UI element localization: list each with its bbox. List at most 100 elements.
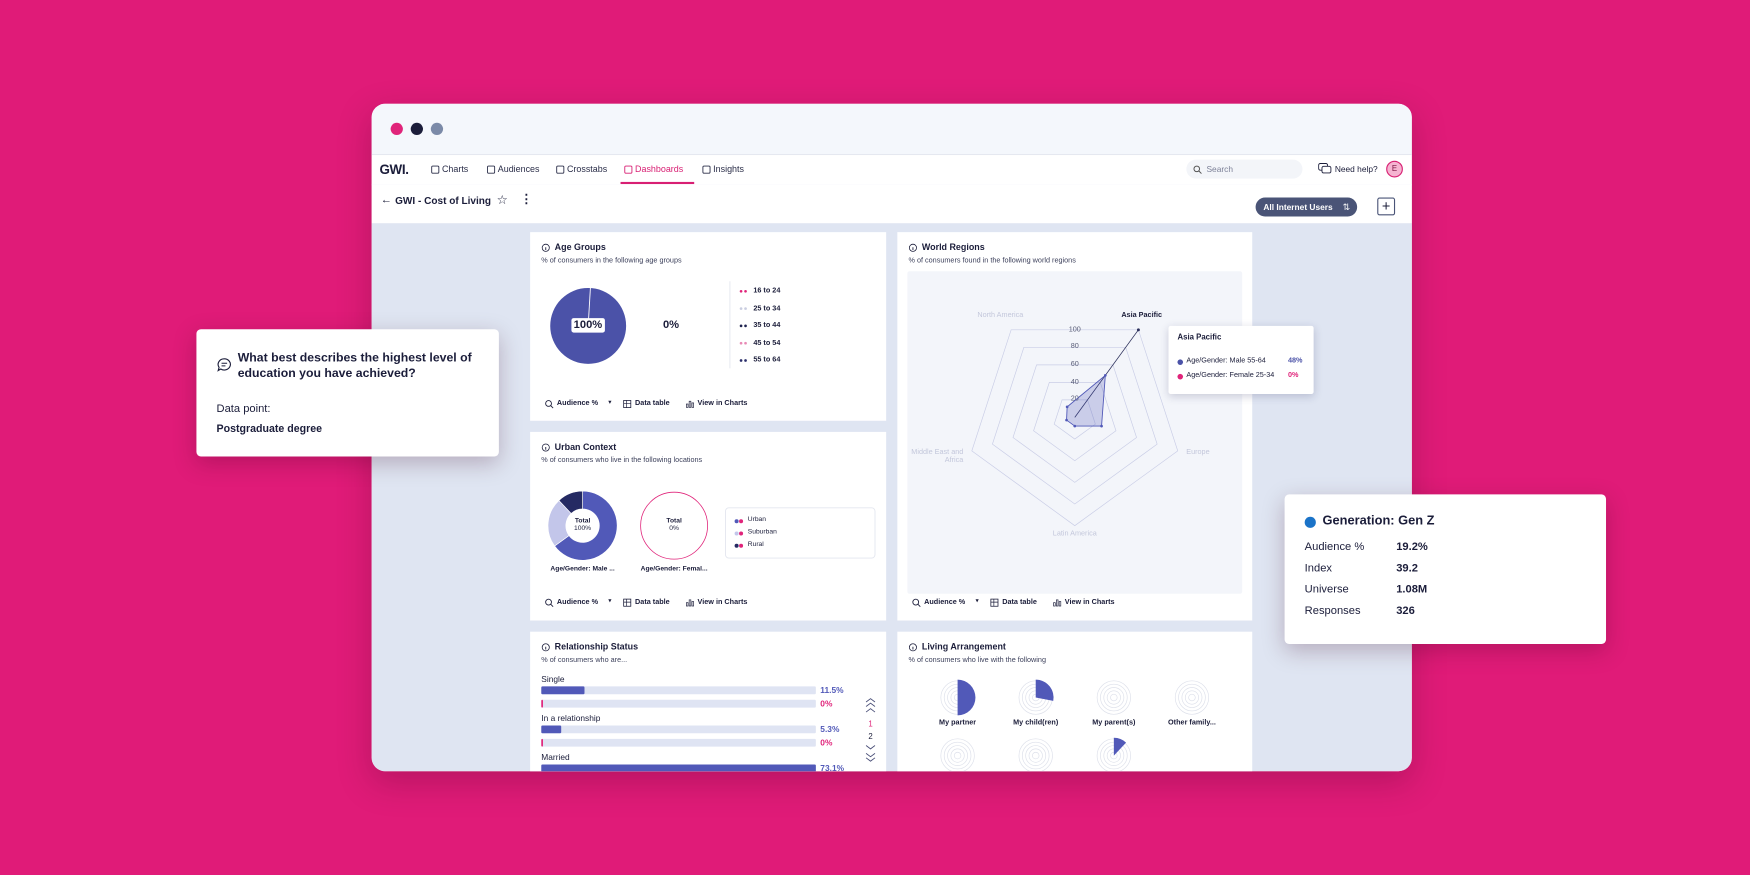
- pie-ring: [947, 745, 968, 766]
- back-arrow[interactable]: ←: [380, 194, 392, 207]
- icon-shape: [541, 443, 550, 452]
- metric-label: Universe: [1304, 583, 1349, 596]
- page-number[interactable]: 2: [868, 733, 873, 742]
- legend-dot: [739, 341, 743, 345]
- radar-point: [1100, 424, 1103, 428]
- page-number[interactable]: 1: [868, 720, 873, 729]
- help-link[interactable]: Need help?: [1334, 164, 1378, 175]
- nav-item[interactable]: Dashboards: [635, 164, 684, 175]
- card-subtitle: % of consumers who live in the following…: [541, 456, 703, 465]
- card-action[interactable]: View in Charts: [1064, 597, 1115, 606]
- metric-label: Audience %: [1304, 541, 1365, 554]
- grid-ring: [1053, 399, 1096, 440]
- card-action[interactable]: View in Charts: [697, 398, 748, 407]
- radar-point: [1073, 424, 1077, 428]
- pie-ring: [1106, 690, 1121, 705]
- legend-label: 25 to 34: [753, 304, 781, 312]
- action-icon: [912, 598, 921, 608]
- search-icon: [1193, 165, 1202, 174]
- pie-ring: [1028, 748, 1043, 763]
- card-title: World Regions: [921, 242, 985, 253]
- action-icon: [990, 598, 999, 607]
- card-action[interactable]: Audience %: [556, 398, 599, 407]
- legend-dot: [734, 531, 739, 536]
- tooltip-title: Asia Pacific: [1177, 333, 1222, 342]
- legend-label: 55 to 64: [753, 356, 781, 364]
- nav-icon-shape: [431, 165, 440, 174]
- card-subtitle: % of consumers in the following age grou…: [541, 256, 682, 265]
- card-title: Age Groups: [554, 242, 606, 253]
- pie-ring: [1188, 693, 1196, 702]
- tooltip-value: 48%: [1287, 357, 1303, 365]
- donut-outline: [640, 491, 708, 560]
- icon-shape: [545, 400, 552, 407]
- window-dot[interactable]: [430, 122, 444, 136]
- action-icon: [623, 400, 632, 408]
- action-icon: [686, 599, 694, 607]
- nav-icon-shape: [624, 165, 633, 174]
- card-action[interactable]: Audience %: [556, 597, 599, 606]
- radar-point: [1065, 418, 1068, 422]
- icon-shape: [908, 243, 917, 252]
- pie-ring: [1025, 745, 1047, 766]
- avatar[interactable]: E: [1386, 160, 1403, 178]
- nav-icon: [431, 165, 440, 174]
- help-icon: [1318, 163, 1332, 174]
- card-action[interactable]: Data table: [635, 398, 670, 407]
- title-bar: [371, 103, 1412, 156]
- pie-ring: [1096, 680, 1131, 715]
- legend-label: Urban: [747, 516, 767, 524]
- logo[interactable]: GWI.: [379, 161, 409, 178]
- search-box[interactable]: Search: [1186, 159, 1303, 179]
- window-dot[interactable]: [390, 122, 403, 136]
- metric-value: 19.2%: [1396, 541, 1428, 554]
- card-action[interactable]: View in Charts: [697, 597, 748, 606]
- pager-chevron: [865, 745, 876, 750]
- card-action[interactable]: Data table: [635, 597, 670, 606]
- radar-tick-label: 40: [1070, 377, 1079, 386]
- nav-item[interactable]: Insights: [713, 164, 744, 175]
- icon-shape: [691, 402, 694, 408]
- donut-label: Age/Gender: Male ...: [550, 565, 615, 573]
- app-window: GWI. Search Need help? E Charts Audiences…: [371, 103, 1412, 772]
- card-title: Urban Context: [554, 441, 617, 453]
- favorite-star[interactable]: ☆: [496, 194, 508, 208]
- nav-icon-shape: [702, 165, 711, 174]
- shape: [1321, 165, 1332, 174]
- nav-item[interactable]: Crosstabs: [566, 164, 608, 175]
- icon-shape: [545, 598, 552, 606]
- grid-ring: [971, 329, 1179, 527]
- add-button[interactable]: +: [1377, 197, 1396, 216]
- question-title: What best describes the highest level of…: [237, 351, 472, 381]
- grid-ring: [992, 347, 1158, 505]
- dashboard-area: [371, 223, 1412, 772]
- pie-ring: [1181, 687, 1203, 708]
- icon-shape: [917, 604, 921, 608]
- row-label: Married: [541, 752, 570, 763]
- card-action[interactable]: Data table: [1002, 597, 1037, 606]
- legend-label: 35 to 44: [753, 321, 781, 330]
- radar-tick-label: 80: [1070, 342, 1079, 351]
- action-icon: [623, 598, 632, 607]
- pie-ring: [1103, 687, 1125, 708]
- icon-shape: [550, 604, 554, 608]
- action-icon: [686, 400, 694, 408]
- nav-item[interactable]: Audiences: [497, 164, 540, 175]
- audience-pill[interactable]: All Internet Users: [1255, 197, 1358, 217]
- metric-value: 39.2: [1396, 562, 1418, 575]
- shape: [217, 358, 231, 372]
- donut-label: Age/Gender: Femal...: [640, 565, 708, 573]
- card-action[interactable]: Audience %: [924, 597, 966, 606]
- more-menu[interactable]: ⋮: [520, 193, 533, 207]
- nav-item[interactable]: Charts: [441, 164, 469, 175]
- hover-line: [1074, 329, 1139, 418]
- legend-label: 45 to 54: [753, 338, 781, 347]
- info-icon: [541, 443, 550, 452]
- nav-icon: [556, 165, 565, 174]
- legend-dot: [744, 324, 747, 328]
- pager-chevron: [865, 702, 876, 707]
- window-dot[interactable]: [410, 122, 423, 136]
- grid-ring: [1033, 382, 1117, 462]
- age-groups-card: Age Groups % of consumers in the followi…: [530, 232, 887, 421]
- nav-bar: GWI. Search Need help? E Charts Audiences…: [371, 155, 1412, 186]
